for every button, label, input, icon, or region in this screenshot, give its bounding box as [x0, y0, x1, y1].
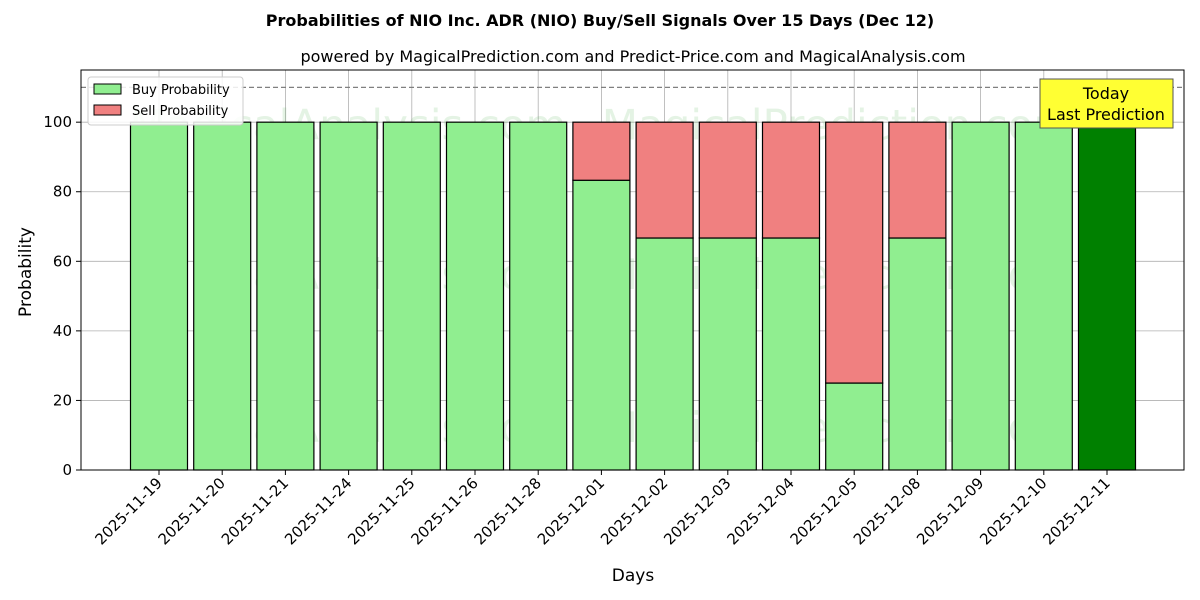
- sell-bar: [572, 121, 631, 181]
- sell-bar: [761, 121, 821, 239]
- y-tick-label: 100: [43, 113, 72, 131]
- buy-bar: [1077, 121, 1137, 471]
- legend-box: [87, 76, 244, 126]
- legend-label: Sell Probability: [132, 104, 229, 119]
- x-tick-label: 2025-12-03: [660, 474, 734, 548]
- legend-label: Buy Probability: [132, 83, 230, 98]
- buy-bar: [256, 121, 315, 471]
- buy-bar: [193, 121, 252, 471]
- x-tick-label: 2025-11-25: [344, 474, 418, 548]
- y-tick-label: 80: [53, 183, 72, 201]
- chart-subtitle: powered by MagicalPrediction.com and Pre…: [300, 47, 965, 66]
- x-tick-label: 2025-11-28: [471, 474, 545, 548]
- x-tick-label: 2025-11-19: [91, 474, 165, 548]
- buy-bar: [951, 121, 1010, 471]
- sell-bar: [698, 121, 757, 239]
- annotation-box: [1039, 78, 1174, 129]
- x-tick-label: 2025-11-20: [155, 474, 229, 548]
- y-tick-label: 40: [53, 322, 72, 340]
- chart-title: Probabilities of NIO Inc. ADR (NIO) Buy/…: [266, 11, 934, 30]
- buy-bar: [698, 237, 757, 471]
- buy-bar: [129, 121, 189, 471]
- sell-bar: [635, 121, 694, 239]
- buy-bar: [319, 121, 378, 471]
- x-tick-label: 2025-12-11: [1039, 474, 1113, 548]
- x-tick-label: 2025-11-26: [407, 474, 481, 548]
- x-tick-label: 2025-11-21: [218, 474, 292, 548]
- buy-bar: [825, 382, 884, 471]
- x-tick-label: 2025-12-05: [787, 474, 861, 548]
- buy-bar: [509, 121, 568, 471]
- buy-bar: [572, 179, 631, 471]
- legend: Buy Probability Sell Probability: [87, 76, 244, 126]
- x-tick-label: 2025-12-01: [534, 474, 608, 548]
- y-tick-label: 20: [53, 391, 72, 409]
- bars: [129, 121, 1137, 471]
- sell-bar: [825, 121, 884, 384]
- annotation-text: Last Prediction: [1047, 105, 1165, 124]
- legend-swatch: [93, 104, 122, 116]
- y-axis-label: Probability: [16, 227, 36, 317]
- x-tick-label: 2025-12-02: [597, 474, 671, 548]
- buy-bar: [635, 237, 694, 471]
- y-tick-label: 60: [53, 252, 72, 270]
- buy-bar: [445, 121, 505, 471]
- buy-bar: [761, 237, 821, 471]
- sell-bar: [888, 121, 947, 239]
- x-tick-label: 2025-12-10: [976, 474, 1050, 548]
- y-tick-label: 0: [62, 461, 72, 479]
- x-axis-label: Days: [612, 566, 655, 586]
- buy-bar: [382, 121, 441, 471]
- x-tick-label: 2025-12-04: [723, 474, 797, 548]
- annotation-text: Today: [1082, 84, 1129, 103]
- plot-frame: [80, 69, 1185, 471]
- x-tick-label: 2025-11-24: [281, 474, 355, 548]
- buy-bar: [1014, 121, 1073, 471]
- annotation: Today Last Prediction: [1039, 78, 1174, 129]
- buy-bar: [888, 237, 947, 471]
- x-tick-label: 2025-12-08: [850, 474, 924, 548]
- x-tick-label: 2025-12-09: [913, 474, 987, 548]
- legend-swatch: [93, 83, 122, 95]
